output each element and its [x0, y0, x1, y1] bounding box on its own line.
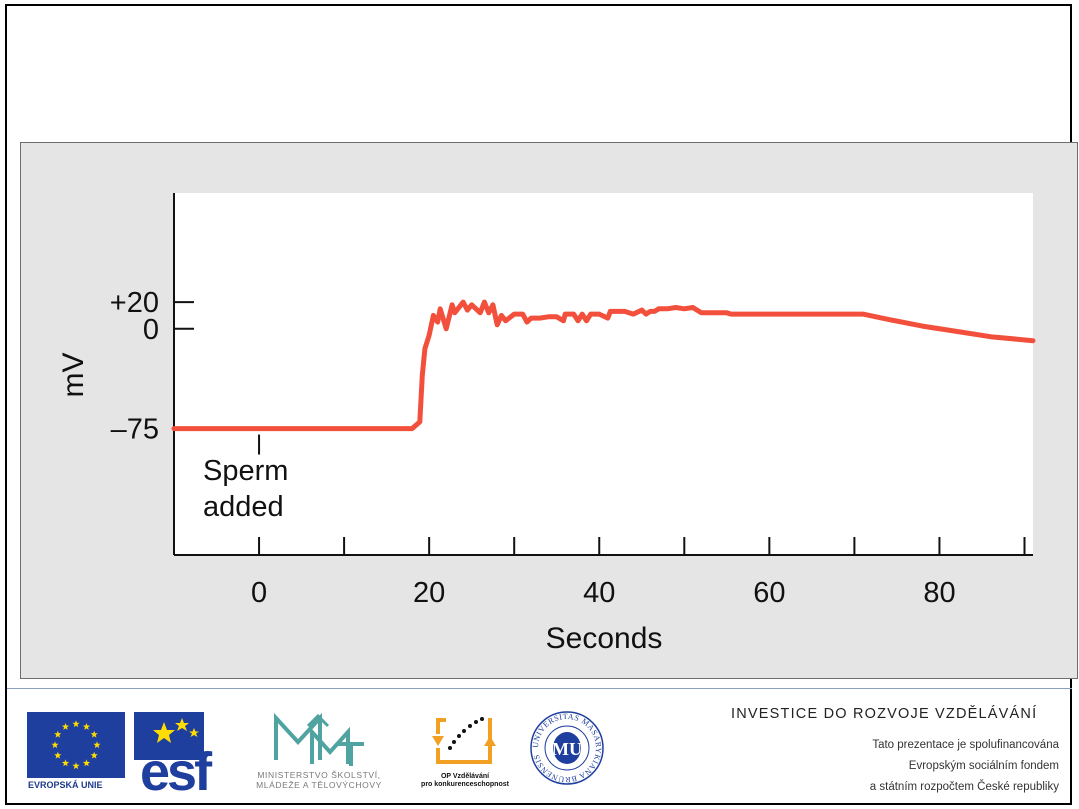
sperm-added-label-line2: added [203, 491, 284, 523]
op-caption-line2: pro konkurenceschopnost [421, 781, 509, 788]
esf-text: esf [140, 742, 213, 792]
membrane-potential-line [171, 299, 1036, 432]
eu-star [93, 741, 101, 749]
eu-star [90, 751, 98, 759]
eu-flag-logo [27, 712, 125, 778]
eu-star [61, 759, 70, 767]
x-tick-label-0: 0 [251, 577, 267, 609]
op-vzdelavani-logo [432, 714, 496, 764]
x-tick-label-40: 40 [583, 577, 615, 609]
x-tick-label-20: 20 [413, 577, 445, 609]
tick-labels: 0 20 40 60 80+200–75 [110, 287, 956, 609]
msmt-caption-line2: MLÁDEŽE A TĚLOVÝCHOVY [256, 780, 382, 790]
cofund-line1: Tato prezentace je spolufinancována [872, 739, 1059, 751]
ticks [174, 301, 1026, 555]
eu-star [51, 741, 59, 749]
op-caption: OP Vzdělávání pro konkurenceschopnost [405, 773, 525, 789]
axes [173, 193, 1033, 556]
cofund-line2: Evropským sociálním fondem [908, 760, 1059, 772]
eu-star [90, 730, 98, 738]
eu-star [54, 751, 62, 759]
msmt-caption-line1: MINISTERSTVO ŠKOLSTVÍ, [257, 770, 381, 780]
footer-divider [7, 688, 1072, 689]
x-axis-title: Seconds [546, 622, 663, 655]
eu-star [61, 723, 70, 730]
eu-caption: EVROPSKÁ UNIE [28, 780, 103, 790]
eu-star [82, 759, 91, 767]
y-tick-label-2: –75 [111, 414, 159, 446]
y-tick-label-1: 0 [143, 314, 159, 346]
eu-star [72, 762, 80, 770]
eu-star [54, 730, 62, 738]
msmt-caption: MINISTERSTVO ŠKOLSTVÍ, MLÁDEŽE A TĚLOVÝC… [233, 770, 405, 790]
membrane-potential-chart: 0 20 40 60 80+200–75 Sperm added Seconds mV [57, 193, 1036, 655]
masaryk-university-seal: UNIVERSITAS MASARYKIANA BRUNENSIS MU [530, 711, 604, 785]
seal-monogram: MU [552, 739, 582, 759]
eu-star [82, 723, 91, 730]
figure-panel: 0 20 40 60 80 +20 0 –75 Sperm added Seconds mV [20, 142, 1078, 679]
investice-headline: INVESTICE DO ROZVOJE VZDĚLÁVÁNÍ [731, 706, 1038, 722]
x-tick-label-60: 60 [753, 577, 785, 609]
esf-logo: esf [134, 712, 216, 792]
y-tick-label-0: +20 [110, 287, 159, 319]
op-caption-line1: OP Vzdělávání [440, 773, 490, 780]
cofund-line3: a státním rozpočtem České republiky [869, 781, 1059, 793]
sperm-added-label-line1: Sperm [203, 455, 288, 487]
eu-star [72, 720, 80, 728]
plot-background [174, 193, 1033, 555]
y-axis-title: mV [57, 353, 90, 398]
msmt-logo [274, 712, 364, 766]
x-tick-label-80: 80 [923, 577, 955, 609]
